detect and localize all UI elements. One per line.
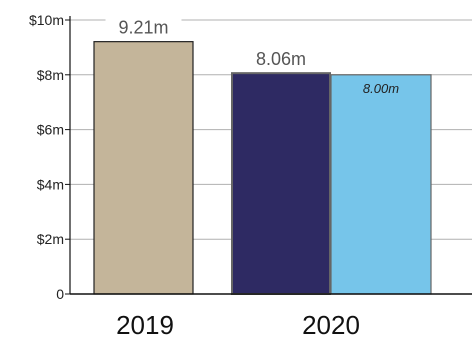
y-tick-label: $8m <box>37 67 64 83</box>
bar <box>330 74 432 295</box>
y-tick-label: $6m <box>37 122 64 138</box>
labels: 0 $2m $4m $6m $8m $10m 9.21m 8.06m 8.00m 2019 2020 <box>29 12 399 339</box>
value-label-background <box>243 49 319 70</box>
x-category-label: 2019 <box>116 310 174 339</box>
y-tick-label: $10m <box>29 12 64 28</box>
bar <box>93 41 194 295</box>
bars <box>93 41 432 295</box>
bar-value-label: 9.21m <box>118 18 168 38</box>
x-category-label: 2020 <box>302 310 360 339</box>
y-tick-label: 0 <box>56 286 64 302</box>
axes <box>65 16 472 295</box>
bar-value-label: 8.00m <box>363 81 399 96</box>
value-label-background <box>105 17 182 38</box>
bar <box>231 72 331 295</box>
bar-value-label: 8.06m <box>256 49 306 69</box>
y-tick-label: $4m <box>37 176 64 192</box>
y-tick-label: $2m <box>37 231 64 247</box>
